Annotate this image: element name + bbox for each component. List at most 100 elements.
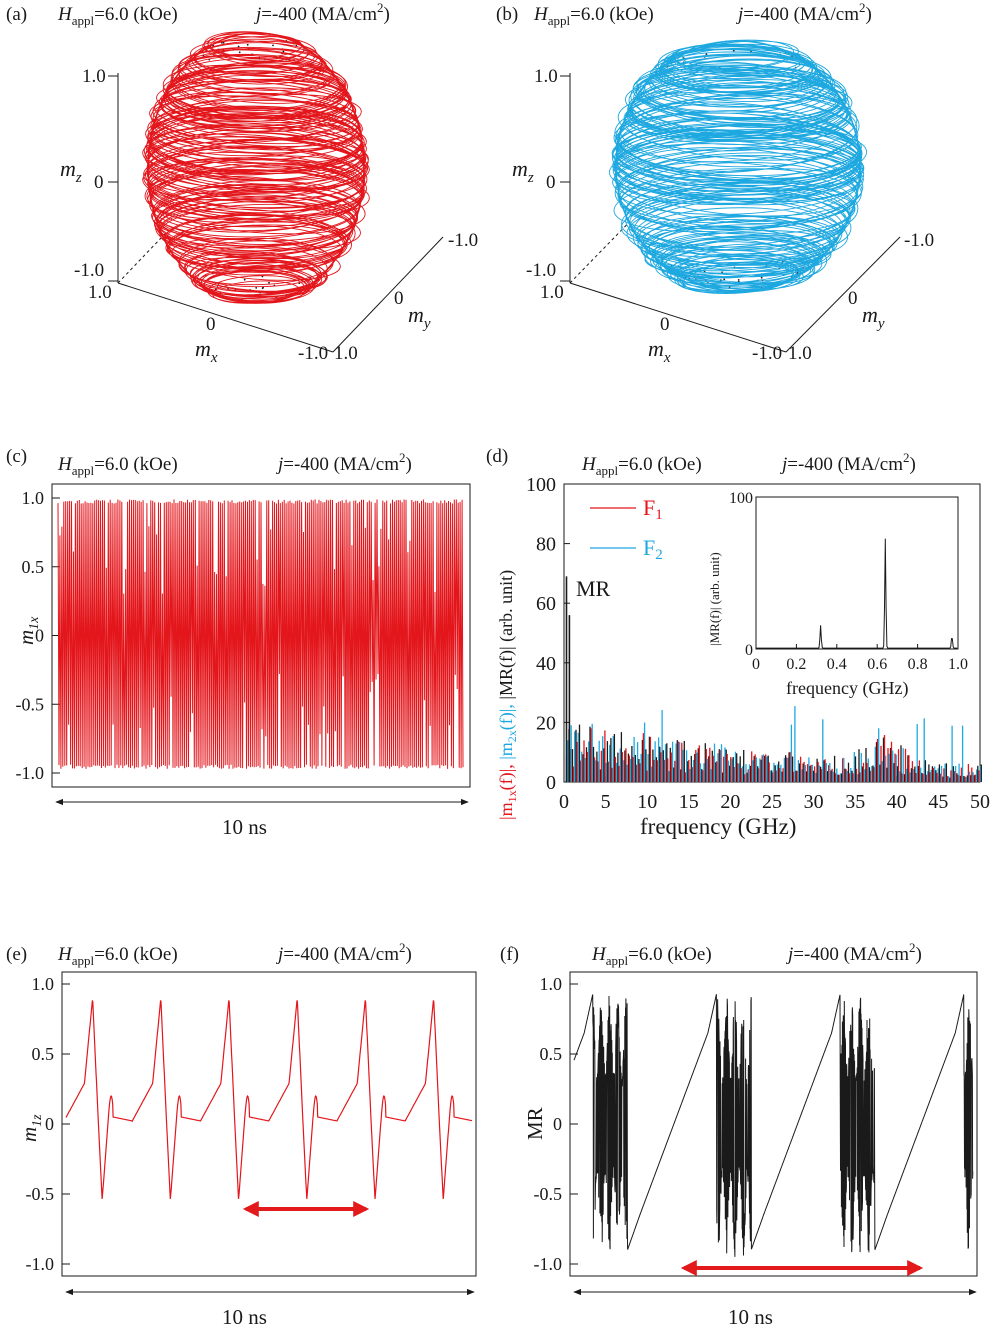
header-e-j: j=-400 (MA/cm2) — [275, 940, 412, 965]
y-tick-bot-a: 1.0 — [334, 343, 358, 364]
xtick-label: 45 — [928, 791, 948, 813]
panel-label-b: (b) — [496, 4, 518, 25]
ytick-label: 0 — [45, 1114, 54, 1134]
yticks-c: 1.0 0.5 0 -0.5 -1.0 — [16, 488, 60, 783]
xtick-label: 25 — [762, 791, 782, 813]
trajectory-dot — [237, 45, 240, 48]
trajectory-dot — [723, 278, 726, 281]
xtick-label: 35 — [845, 791, 865, 813]
header-d-j: j=-400 (MA/cm2) — [779, 450, 916, 475]
ytick-label: 0.5 — [32, 1044, 55, 1064]
ylabel-c: m1x — [14, 616, 42, 645]
x-label-b: mx — [648, 336, 671, 366]
sphere-b — [609, 39, 867, 294]
sphere-outline — [615, 40, 861, 292]
panel-label-a: (a) — [6, 4, 27, 25]
inset-d: 0 0.2 0.4 0.6 0.8 1.0 0 100 frequency (GHz) |MR… — [707, 490, 968, 699]
z-tick-top-b: 1.0 — [534, 66, 558, 87]
z-label-a: mz — [60, 156, 82, 186]
inset-series — [755, 538, 958, 649]
panel-label-f: (f) — [500, 944, 519, 965]
ylabel-e: m1z — [17, 1114, 45, 1142]
x-tick-right-a: -1.0 — [298, 343, 328, 364]
header-a: Happl=6.0 (kOe) j=-400 (MA/cm2) — [57, 0, 390, 28]
x-tick-left-b: 1.0 — [540, 282, 564, 303]
ylabel-d-part-1: |m1x(f)|, — [496, 760, 519, 820]
plot-frame-f — [569, 971, 978, 1277]
x-tick-mid-a: 0 — [206, 314, 216, 335]
ytick-label: 80 — [536, 534, 556, 556]
z-tick-top-a: 1.0 — [82, 66, 106, 87]
plot-frame-e — [61, 971, 477, 1277]
ytick-label: 100 — [526, 474, 556, 496]
svg-text:j=-400 (MA/cm2): j=-400 (MA/cm2) — [253, 0, 390, 25]
trajectory-dot — [238, 51, 241, 54]
legend-label-f2: F2 — [643, 535, 663, 563]
inset-ylabel: |MR(f)| (arb. unit) — [707, 552, 722, 646]
xtick-label: 20 — [720, 791, 740, 813]
trajectory-dot — [255, 287, 258, 289]
inset-xtick-label: 0.2 — [786, 656, 806, 673]
y-tick-top-b: -1.0 — [904, 230, 934, 251]
h-value: =6.0 (kOe) — [94, 4, 178, 25]
inset-xlabel: frequency (GHz) — [786, 678, 908, 699]
sphere-outline — [147, 32, 365, 304]
y-label-a: my — [408, 302, 431, 332]
ytick-label: 1.0 — [540, 974, 563, 994]
j-close: ) — [384, 4, 390, 25]
ytick-label: 0 — [546, 772, 556, 794]
ytick-label: -0.5 — [534, 1184, 563, 1204]
inset-xtick-label: 0 — [752, 656, 760, 673]
ytick-label: 0 — [35, 626, 44, 646]
trajectory-dot — [705, 53, 708, 55]
panel-e: (e) Happl=6.0 (kOe) j=-400 (MA/cm2) 1.0 0… — [6, 940, 477, 1329]
time-span-label-c: 10 ns — [222, 815, 267, 839]
xtick-label: 0 — [559, 791, 569, 813]
trajectory-dot — [737, 279, 740, 281]
h-sub: appl — [72, 13, 95, 28]
inset-ytick-label: 0 — [745, 642, 753, 659]
ytick-label: 1.0 — [22, 488, 45, 508]
xlabel-d: frequency (GHz) — [640, 814, 796, 839]
trajectory-dot — [261, 287, 264, 290]
header-b: Happl=6.0 (kOe) j=-400 (MA/cm2) — [533, 0, 872, 28]
trajectory-dot — [268, 281, 270, 284]
j-value: =-400 (MA/cm — [261, 4, 377, 25]
inset-ytick-label: 100 — [729, 490, 753, 507]
header-c-j: j=-400 (MA/cm2) — [275, 450, 412, 475]
legend-d: F1 F2 — [590, 495, 663, 563]
ytick-label: 0.5 — [540, 1044, 563, 1064]
series-mr — [573, 994, 974, 1257]
series-m1z — [65, 1000, 473, 1199]
header-f-j: j=-400 (MA/cm2) — [785, 940, 922, 965]
ytick-label: -1.0 — [534, 1254, 563, 1274]
xtick-label: 5 — [601, 791, 611, 813]
header-c-h: Happl=6.0 (kOe) — [57, 454, 178, 478]
header-d-h: Happl=6.0 (kOe) — [581, 454, 702, 478]
ytick-label: 60 — [536, 593, 556, 615]
ytick-label: -0.5 — [16, 694, 45, 714]
ytick-label: -0.5 — [26, 1184, 55, 1204]
ylabel-d-part-3: |MR(f)| (arb. unit) — [496, 570, 517, 700]
z-tick-bot-a: -1.0 — [74, 260, 104, 281]
series-m1x — [57, 499, 464, 769]
h-label: H — [57, 4, 73, 25]
inset-xtick-label: 0.6 — [867, 656, 887, 673]
inset-xtick-label: 0.8 — [908, 656, 928, 673]
sphere-a-lines — [142, 31, 370, 304]
header-f-h: Happl=6.0 (kOe) — [591, 944, 712, 968]
z-tick-mid-b: 0 — [546, 172, 556, 193]
j-label: j — [253, 4, 261, 25]
header-e-h: Happl=6.0 (kOe) — [57, 944, 178, 968]
panel-d: (d) Happl=6.0 (kOe) j=-400 (MA/cm2) 0 20 4… — [486, 446, 990, 839]
annotation-mr: MR — [576, 576, 611, 601]
inset-ticks: 0 0.2 0.4 0.6 0.8 1.0 0 100 — [729, 490, 968, 673]
xtick-label: 10 — [637, 791, 657, 813]
bars-d — [565, 576, 982, 782]
ytick-label: 1.0 — [32, 974, 55, 994]
y-tick-bot-b: 1.0 — [788, 343, 812, 364]
ytick-label: -1.0 — [16, 763, 45, 783]
sphere-b-lines — [609, 39, 867, 294]
yticks-d: 0 20 40 60 80 100 — [526, 474, 570, 794]
